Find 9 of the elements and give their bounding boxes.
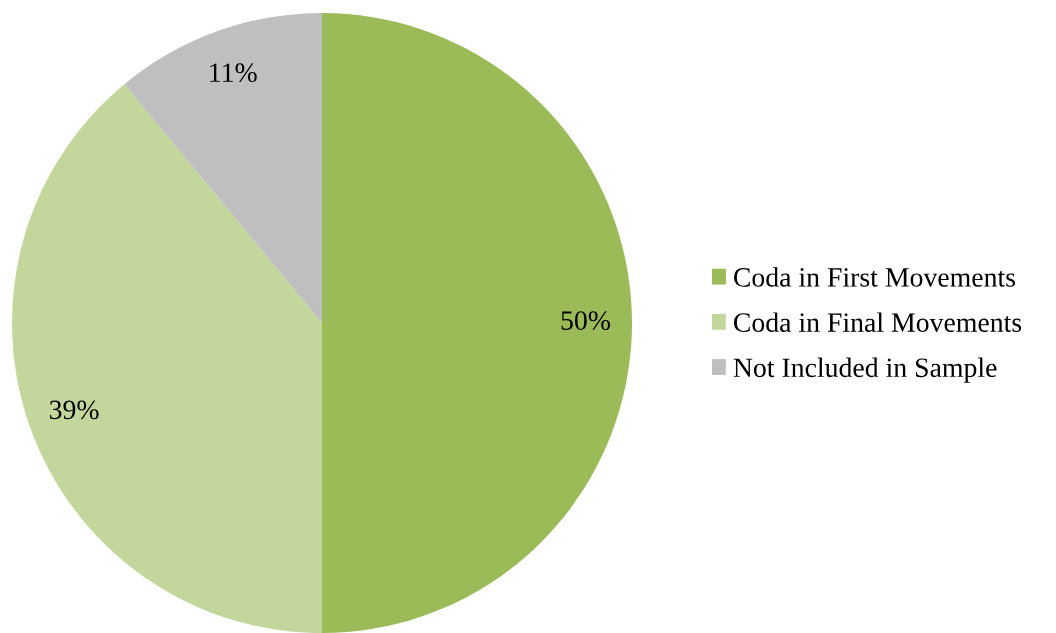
pie-slice	[124, 13, 322, 323]
data-label: 50%	[561, 311, 611, 331]
legend-label: Coda in Final Movements	[733, 312, 1022, 332]
data-label: 11%	[210, 63, 257, 83]
legend-label: Not Included in Sample	[733, 357, 997, 383]
pie-slice	[12, 84, 322, 633]
legend-label: Coda in First Movements	[733, 267, 1015, 287]
data-label: 39%	[49, 400, 99, 420]
pie-slice	[322, 13, 632, 633]
